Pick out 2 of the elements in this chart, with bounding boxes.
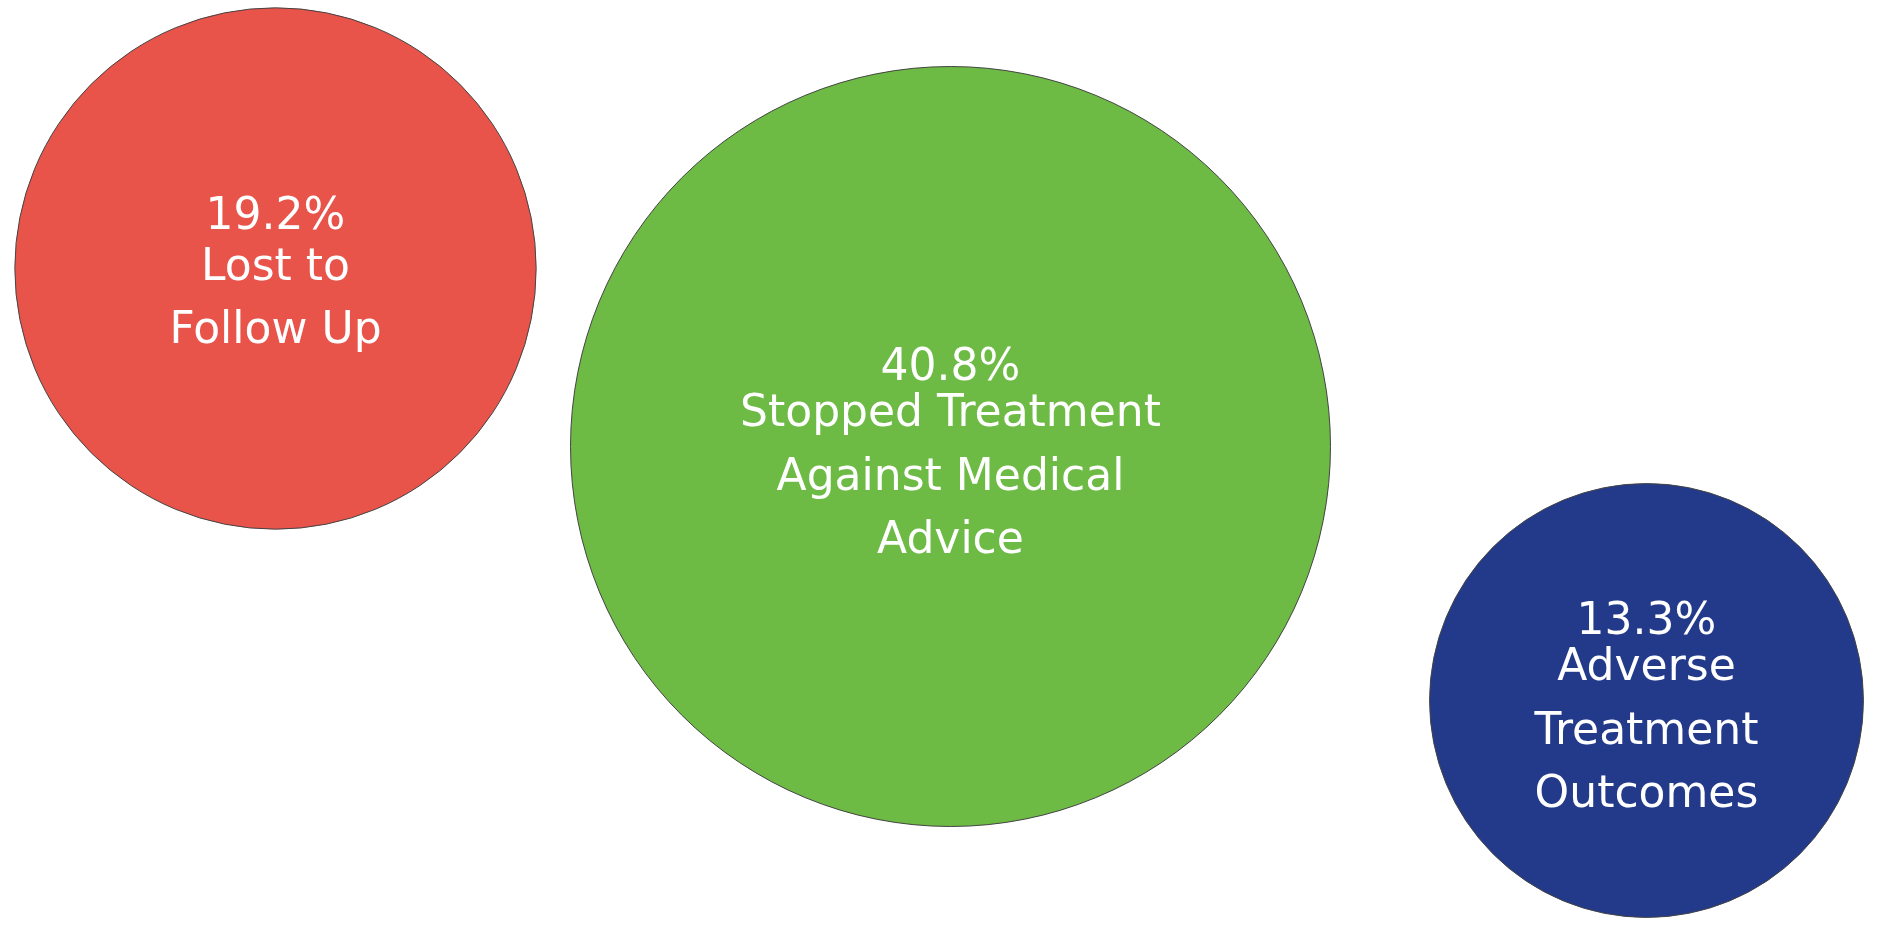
category-label: Lost to Follow Up bbox=[169, 238, 382, 354]
data-label: 19.2% bbox=[205, 188, 346, 239]
